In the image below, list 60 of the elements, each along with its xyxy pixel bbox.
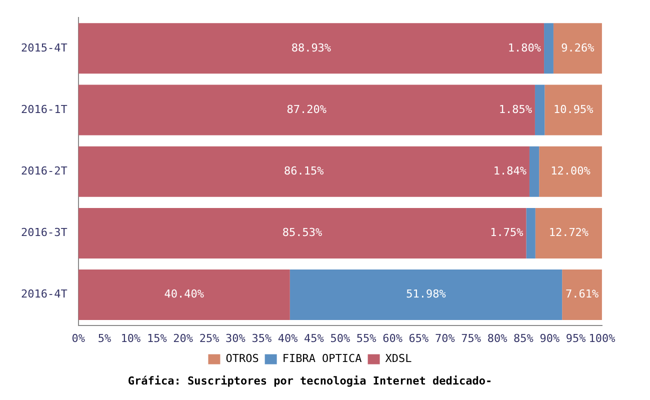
bar <box>534 84 545 136</box>
legend-label: XDSL <box>385 352 412 366</box>
x-tick-label: 20% <box>173 332 194 346</box>
data-label: 51.98% <box>406 288 446 301</box>
x-tick-label: 50% <box>330 332 350 346</box>
bar <box>78 270 290 320</box>
data-label: 12.72% <box>548 226 589 240</box>
x-tick-label: 70% <box>434 332 456 346</box>
bar <box>78 208 526 258</box>
data-label: 10.95% <box>553 102 594 116</box>
data-label: 1.80% <box>508 41 542 54</box>
data-label: 1.75% <box>490 226 524 240</box>
data-label: 12.00% <box>550 164 591 178</box>
data-label: 40.40% <box>164 288 204 301</box>
x-tick-label: 85% <box>514 332 534 346</box>
bar <box>526 208 536 258</box>
data-label: 1.85% <box>498 102 532 116</box>
bar <box>78 146 530 197</box>
text: Gráfica: Suscriptores por tecnologia Internet dedicado- <box>128 374 492 388</box>
bar <box>544 23 554 74</box>
x-tick-label: 30% <box>226 332 246 346</box>
bar <box>539 146 602 197</box>
x-tick-label: 0% <box>72 332 86 346</box>
x-tick-label: 15% <box>146 332 168 346</box>
bar <box>78 23 544 74</box>
y-tick-label: 2016-4T <box>21 288 68 301</box>
x-tick-label: 25% <box>199 332 220 346</box>
bar <box>78 84 535 136</box>
bar <box>553 23 602 74</box>
y-tick-label: 2016-2T <box>21 164 68 178</box>
y-tick-label: 2016-1T <box>21 102 68 116</box>
data-label: 88.93% <box>291 41 332 54</box>
y-tick-label: 2015-4T <box>21 41 68 54</box>
x-tick-label: 100% <box>588 332 616 346</box>
bar <box>290 270 562 320</box>
x-tick-label: 90% <box>540 332 560 346</box>
x-tick-label: 40% <box>278 332 298 346</box>
x-tick-label: 55% <box>356 332 377 346</box>
x-tick-label: 10% <box>120 332 142 346</box>
x-tick-label: 80% <box>487 332 508 346</box>
data-label: 87.20% <box>286 102 327 116</box>
x-tick-label: 45% <box>304 332 324 346</box>
legend-label: OTROS <box>226 352 259 366</box>
data-label: 1.84% <box>493 164 527 178</box>
data-label: 7.61% <box>565 288 599 301</box>
x-tick-label: 60% <box>382 332 403 346</box>
legend-label: FIBRA OPTICA <box>282 352 362 366</box>
x-tick-label: 75% <box>461 332 482 346</box>
data-label: 85.53% <box>282 226 323 240</box>
bar <box>535 208 602 258</box>
data-label: 9.26% <box>561 41 595 54</box>
bar <box>544 84 602 136</box>
x-tick-label: 95% <box>566 332 586 346</box>
x-tick-label: 65% <box>408 332 430 346</box>
bar <box>562 270 602 320</box>
data-label: 86.15% <box>284 164 324 178</box>
bar <box>529 146 540 197</box>
x-tick-label: 35% <box>252 332 272 346</box>
y-tick-label: 2016-3T <box>21 226 68 240</box>
x-tick-label: 5% <box>98 332 112 346</box>
